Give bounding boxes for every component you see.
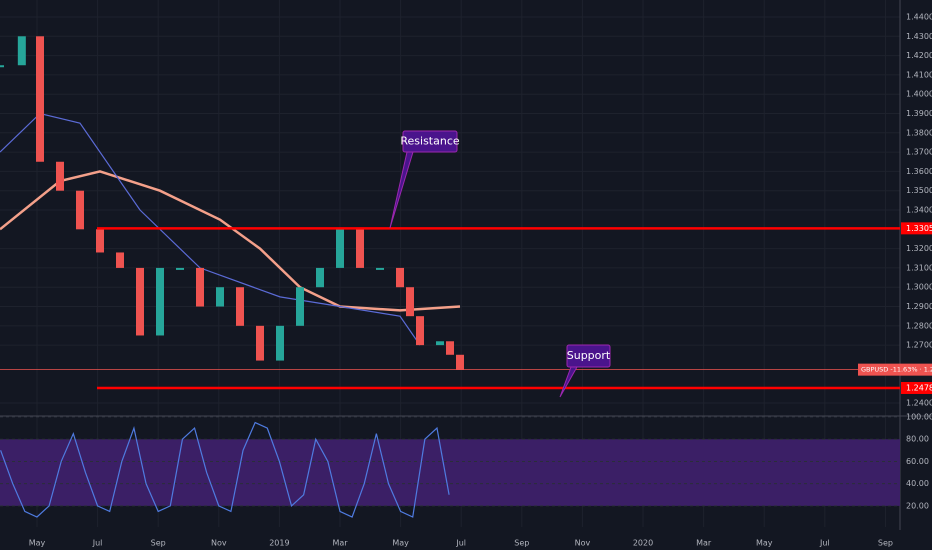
moving-average: [0, 112, 421, 346]
x-tick-label: Jul: [819, 539, 830, 548]
candle: [56, 161, 64, 191]
y-tick-label: 60.00: [906, 457, 929, 466]
candle: [136, 267, 144, 336]
level-label-bg: [901, 222, 932, 235]
annotation-box: [566, 344, 611, 368]
candle: [17, 36, 26, 66]
annotation-pointer: [389, 151, 414, 229]
y-tick-label: 1.3400: [906, 206, 932, 215]
candle: [416, 316, 424, 346]
x-tick-label: May: [756, 539, 773, 548]
candle: [96, 229, 104, 253]
y-tick-label: 1.2800: [906, 321, 932, 330]
level-label-bg: [901, 381, 932, 394]
y-tick-label: 20.00: [906, 501, 929, 510]
y-tick-label: 1.3000: [906, 283, 932, 292]
y-tick-label: 1.4400: [906, 12, 932, 21]
y-tick-label: 1.4200: [906, 51, 932, 60]
candle: [196, 267, 204, 307]
candle: [76, 190, 84, 230]
x-tick-label: Sep: [151, 539, 166, 548]
x-tick-label: Nov: [211, 539, 227, 548]
candle: [116, 252, 124, 268]
y-tick-label: 1.2700: [906, 341, 932, 350]
annotation-text: Resistance: [400, 135, 460, 148]
x-tick-label: 2019: [269, 539, 289, 548]
x-tick-label: May: [29, 539, 46, 548]
y-tick-label: 1.3800: [906, 128, 932, 137]
y-tick-label: 1.3500: [906, 186, 932, 195]
candle: [36, 36, 44, 162]
price-label: GBPUSD -11.63% · 1.2573: [861, 366, 932, 374]
y-tick-label: 1.2900: [906, 302, 932, 311]
x-tick-label: Nov: [575, 539, 591, 548]
y-tick-label: 100.00: [906, 413, 932, 422]
annotation-box: [402, 130, 458, 153]
candle: [296, 287, 304, 326]
x-tick-label: 2020: [633, 539, 653, 548]
candle: [176, 267, 184, 270]
candle: [406, 287, 414, 317]
candle: [376, 267, 384, 270]
price-label-bg: [858, 363, 932, 376]
x-tick-label: Sep: [514, 539, 529, 548]
candle: [236, 287, 244, 326]
candle: [0, 65, 4, 68]
annotation-pointer: [559, 366, 578, 398]
y-tick-label: 1.3200: [906, 244, 932, 253]
level-label: 1.2478: [906, 383, 932, 392]
x-tick-label: Mar: [696, 539, 712, 548]
x-tick-label: Mar: [332, 539, 348, 548]
y-tick-label: 40.00: [906, 479, 929, 488]
y-tick-label: 1.3600: [906, 167, 932, 176]
candle: [456, 354, 464, 370]
x-tick-label: May: [392, 539, 409, 548]
y-tick-label: 80.00: [906, 435, 929, 444]
moving-average: [0, 170, 461, 312]
y-tick-label: 1.4000: [906, 90, 932, 99]
x-tick-label: Sep: [878, 539, 893, 548]
candle: [446, 341, 454, 355]
y-tick-label: 1.3100: [906, 263, 932, 272]
y-tick-label: 1.2400: [906, 399, 932, 408]
rsi-band: [0, 439, 900, 506]
y-tick-label: 1.3900: [906, 109, 932, 118]
candle: [276, 325, 284, 361]
y-tick-label: 1.4300: [906, 32, 932, 41]
candle: [316, 267, 324, 288]
y-tick-label: 1.3700: [906, 148, 932, 157]
y-tick-label: 1.4100: [906, 70, 932, 79]
level-label: 1.3305: [906, 224, 932, 233]
candle: [156, 267, 164, 336]
candle: [256, 325, 264, 361]
annotation-text: Support: [567, 349, 611, 362]
candle: [216, 287, 224, 307]
x-tick-label: Jul: [92, 539, 103, 548]
x-tick-label: Jul: [455, 539, 466, 548]
candle: [336, 229, 344, 268]
candle: [396, 267, 404, 288]
candle: [356, 229, 364, 268]
rsi-line: [0, 421, 450, 518]
candle: [436, 341, 444, 346]
